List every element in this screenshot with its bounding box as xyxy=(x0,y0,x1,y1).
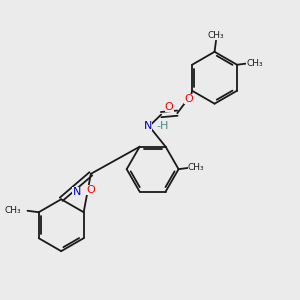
Text: CH₃: CH₃ xyxy=(188,163,205,172)
Text: O: O xyxy=(86,185,95,195)
Text: N: N xyxy=(144,122,152,131)
Text: CH₃: CH₃ xyxy=(4,206,21,215)
Text: O: O xyxy=(165,102,174,112)
Text: CH₃: CH₃ xyxy=(208,31,224,40)
Text: -H: -H xyxy=(157,122,169,131)
Text: O: O xyxy=(184,94,193,104)
Text: CH₃: CH₃ xyxy=(246,59,263,68)
Text: N: N xyxy=(72,187,81,197)
